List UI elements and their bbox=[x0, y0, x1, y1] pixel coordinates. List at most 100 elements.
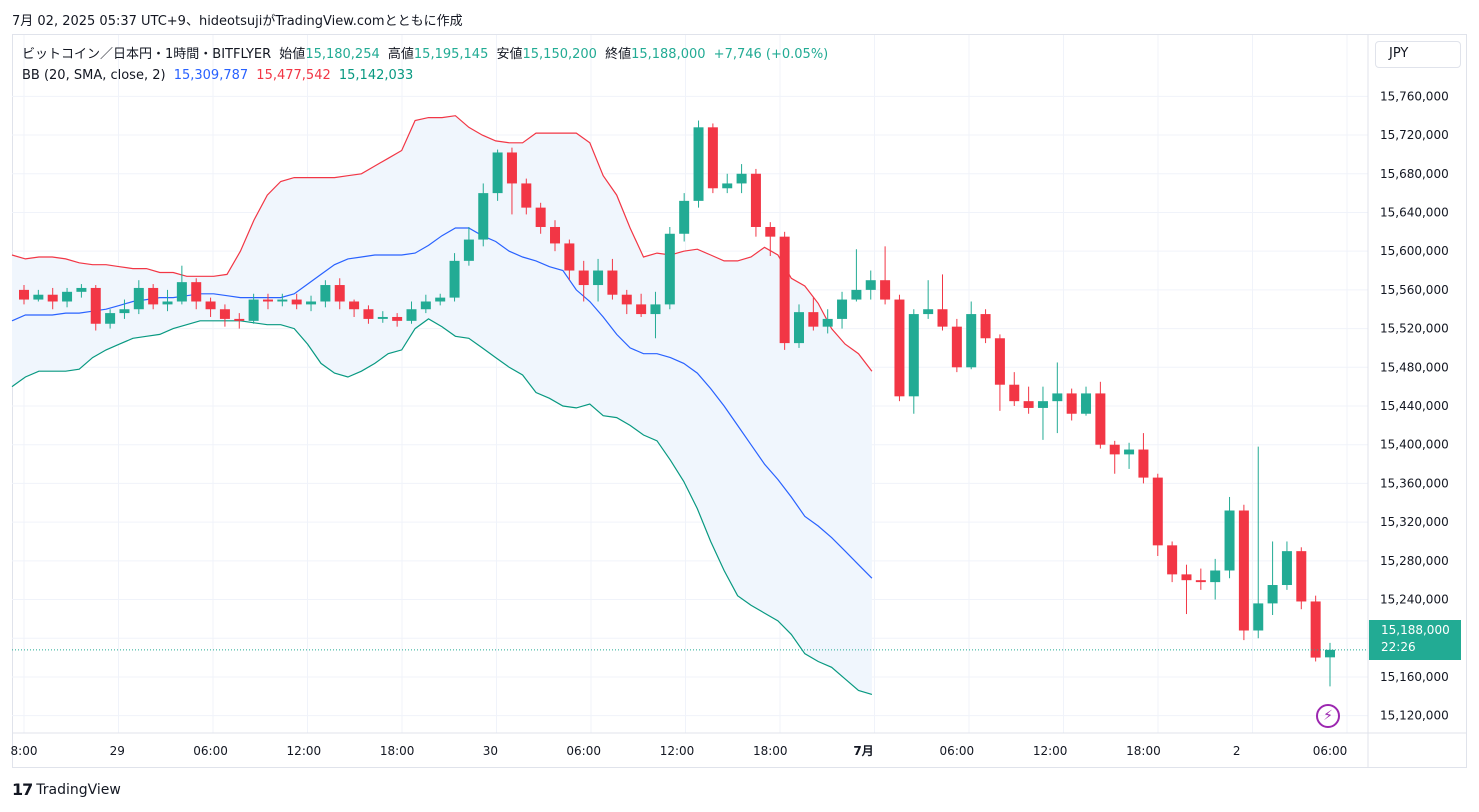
candle-body bbox=[1253, 603, 1264, 631]
candle-body bbox=[306, 301, 317, 305]
candle-body bbox=[578, 270, 589, 286]
candle-body bbox=[664, 233, 675, 305]
candle-body bbox=[865, 280, 876, 290]
chart-caption: 7月 02, 2025 05:37 UTC+9、hideotsujiがTradi… bbox=[12, 14, 463, 29]
candle-body bbox=[980, 314, 991, 339]
candle-body bbox=[377, 316, 388, 319]
candle-body bbox=[793, 312, 804, 344]
candle-body bbox=[765, 226, 776, 237]
currency-button[interactable]: JPY bbox=[1375, 41, 1461, 68]
candle-body bbox=[1152, 477, 1163, 546]
tradingview-mark: 17 bbox=[12, 780, 33, 799]
x-tick-label: 06:00 bbox=[1313, 744, 1348, 758]
x-tick-label: 2 bbox=[1233, 744, 1241, 758]
y-tick-label: 15,160,000 bbox=[1380, 670, 1449, 684]
x-tick-label: 06:00 bbox=[940, 744, 975, 758]
candle-body bbox=[449, 260, 460, 298]
candle-body bbox=[779, 236, 790, 344]
candle-body bbox=[334, 285, 345, 302]
x-tick-label: 06:00 bbox=[193, 744, 228, 758]
candle-body bbox=[1124, 449, 1135, 455]
lightning-icon[interactable]: ⚡ bbox=[1316, 704, 1340, 728]
candle-body bbox=[1066, 393, 1077, 414]
current-price-value: 15,188,000 bbox=[1381, 623, 1450, 637]
symbol-label: ビットコイン／日本円・1時間・BITFLYER bbox=[22, 47, 272, 62]
candle-body bbox=[1037, 401, 1048, 408]
candle-body bbox=[47, 294, 58, 302]
candle-body bbox=[636, 304, 647, 315]
candle-body bbox=[679, 200, 690, 234]
tradingview-logo: 17 TradingView bbox=[12, 780, 121, 799]
candle-body bbox=[880, 280, 891, 300]
candle-body bbox=[894, 299, 905, 397]
candle-body bbox=[176, 282, 187, 302]
candle-body bbox=[320, 285, 331, 302]
candle-body bbox=[937, 309, 948, 327]
x-tick-label: 8:00 bbox=[11, 744, 38, 758]
x-tick-label: 18:00 bbox=[380, 744, 415, 758]
candle-body bbox=[550, 226, 561, 244]
y-tick-label: 15,440,000 bbox=[1380, 399, 1449, 413]
bb-upper-value: 15,477,542 bbox=[256, 68, 331, 83]
candle-body bbox=[535, 207, 546, 227]
low-label: 安値 bbox=[496, 47, 523, 62]
close-label: 終値 bbox=[605, 47, 632, 62]
candle-body bbox=[435, 297, 446, 302]
candle-body bbox=[76, 287, 87, 292]
candle-body bbox=[1281, 551, 1292, 586]
candle-body bbox=[406, 309, 417, 321]
x-tick-label: 12:00 bbox=[660, 744, 695, 758]
candle-body bbox=[1109, 444, 1120, 455]
y-tick-label: 15,640,000 bbox=[1380, 205, 1449, 219]
candle-body bbox=[478, 193, 489, 240]
candle-body bbox=[1009, 384, 1020, 402]
bb-upper-line bbox=[11, 115, 873, 372]
candle-body bbox=[262, 299, 273, 302]
bar-countdown: 22:26 bbox=[1381, 640, 1416, 654]
candle-body bbox=[607, 270, 618, 295]
candle-body bbox=[736, 173, 747, 184]
y-tick-label: 15,560,000 bbox=[1380, 283, 1449, 297]
open-label: 始値 bbox=[279, 47, 306, 62]
y-tick-label: 15,520,000 bbox=[1380, 322, 1449, 336]
change-value: +7,746 (+0.05%) bbox=[713, 47, 829, 62]
y-tick-label: 15,240,000 bbox=[1380, 593, 1449, 607]
candle-body bbox=[191, 282, 202, 302]
candle-body bbox=[621, 294, 632, 305]
y-tick-label: 15,600,000 bbox=[1380, 244, 1449, 258]
candle-body bbox=[951, 326, 962, 368]
candle-body bbox=[693, 127, 704, 201]
x-tick-label: 18:00 bbox=[1126, 744, 1161, 758]
candle-body bbox=[291, 299, 302, 305]
candle-body bbox=[119, 309, 130, 314]
y-tick-label: 15,760,000 bbox=[1380, 89, 1449, 103]
close-value: 15,188,000 bbox=[631, 47, 706, 62]
candle-body bbox=[1325, 649, 1335, 658]
candle-body bbox=[851, 289, 862, 300]
candle-body bbox=[1081, 393, 1092, 414]
candle-body bbox=[593, 270, 604, 286]
candle-body bbox=[148, 287, 159, 305]
y-tick-label: 15,360,000 bbox=[1380, 476, 1449, 490]
bb-fill bbox=[12, 115, 872, 695]
candle-body bbox=[908, 314, 919, 397]
candle-body bbox=[205, 301, 216, 310]
candle-body bbox=[837, 299, 848, 319]
candle-body bbox=[1210, 570, 1221, 583]
candle-body bbox=[463, 239, 474, 261]
candle-body bbox=[277, 299, 288, 302]
y-tick-label: 15,400,000 bbox=[1380, 438, 1449, 452]
candle-body bbox=[349, 301, 360, 310]
candle-body bbox=[1224, 510, 1235, 571]
candle-body bbox=[248, 299, 259, 321]
candle-body bbox=[492, 152, 503, 194]
candle-body bbox=[420, 301, 431, 310]
candle-body bbox=[1195, 580, 1206, 583]
y-tick-label: 15,680,000 bbox=[1380, 167, 1449, 181]
candle-body bbox=[105, 313, 116, 324]
candle-body bbox=[162, 301, 173, 305]
x-tick-label: 18:00 bbox=[753, 744, 788, 758]
y-tick-label: 15,720,000 bbox=[1380, 128, 1449, 142]
candle-body bbox=[750, 173, 761, 227]
